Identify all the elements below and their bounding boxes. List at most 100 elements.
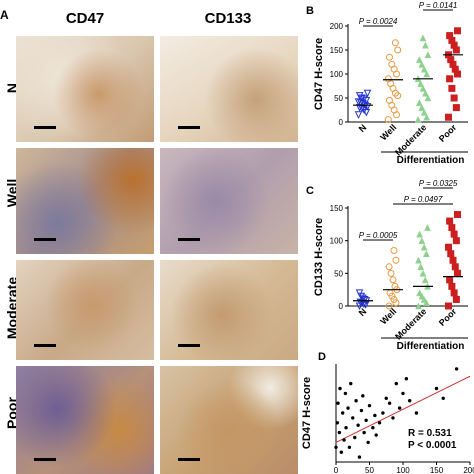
scale-bar	[178, 344, 200, 347]
data-point	[418, 60, 426, 68]
data-point	[451, 263, 459, 271]
data-point	[385, 96, 393, 104]
data-point	[445, 113, 452, 121]
data-point	[337, 430, 342, 435]
category-label: Well	[378, 306, 398, 326]
data-point	[420, 243, 428, 251]
y-tick-label: 0	[339, 118, 344, 127]
data-point	[448, 224, 456, 232]
data-point	[414, 116, 422, 123]
data-point	[452, 295, 460, 303]
data-point	[349, 381, 353, 386]
data-point	[422, 250, 430, 257]
data-point	[420, 108, 428, 116]
category-label: N	[357, 122, 369, 134]
data-point	[392, 256, 400, 264]
data-point	[419, 84, 427, 92]
x-tick-label: 150	[430, 466, 444, 474]
data-point	[391, 416, 395, 420]
data-point	[394, 381, 398, 386]
data-point	[424, 94, 432, 102]
data-point	[417, 80, 424, 87]
data-point	[418, 104, 426, 111]
data-point	[384, 396, 388, 400]
data-point	[450, 94, 458, 102]
data-point	[422, 299, 430, 306]
data-point	[343, 391, 348, 396]
data-point	[416, 289, 424, 297]
data-point	[355, 92, 364, 100]
data-point	[397, 406, 402, 410]
scale-bar	[178, 458, 200, 461]
p-value-label: P = 0.0497	[404, 195, 443, 204]
data-point	[364, 418, 368, 423]
data-point	[344, 426, 348, 430]
data-point	[434, 386, 439, 391]
scale-bar	[34, 344, 56, 347]
data-point	[394, 46, 402, 54]
data-point	[373, 413, 377, 418]
data-point	[342, 438, 346, 442]
data-point	[335, 421, 340, 425]
data-point	[387, 401, 392, 405]
data-point	[354, 111, 363, 119]
data-point	[454, 27, 461, 35]
data-point	[367, 403, 372, 408]
data-point	[357, 455, 362, 459]
x-tick-label: 100	[396, 466, 410, 474]
data-point	[351, 416, 355, 420]
data-point	[361, 394, 365, 398]
y-axis-label: CD133 H-score	[313, 218, 325, 296]
x-tick-label: 50	[365, 466, 374, 474]
data-point	[415, 256, 422, 264]
micrograph-cd47-well	[16, 148, 154, 254]
y-tick-label: 150	[330, 204, 344, 213]
data-point	[347, 445, 352, 449]
data-point	[355, 289, 364, 298]
data-point	[415, 56, 423, 63]
data-point	[374, 433, 378, 437]
scale-bar	[34, 458, 56, 461]
data-point	[360, 295, 369, 304]
data-point	[441, 396, 445, 400]
data-point	[449, 256, 457, 264]
data-point	[423, 113, 431, 121]
micrograph-cd133-well	[160, 148, 298, 254]
data-point	[341, 411, 345, 415]
y-tick-label: 200	[330, 22, 344, 31]
micrograph-cd133-normal	[160, 36, 298, 142]
p-value-label: P = 0.0141	[419, 1, 458, 10]
micrograph-cd133-poor	[160, 366, 298, 474]
data-point	[416, 230, 424, 238]
group-label: Differentiation	[397, 341, 465, 350]
trend-line	[335, 375, 471, 443]
column-header-cd47: CD47	[65, 10, 105, 27]
y-tick-label: 100	[330, 237, 344, 246]
p-value-label: P < 0.0001	[408, 440, 457, 451]
data-point	[414, 411, 419, 415]
data-point	[359, 408, 364, 413]
y-tick-label: 0	[339, 302, 344, 311]
data-point	[353, 435, 357, 440]
panel-letter: C	[306, 185, 314, 197]
data-point	[385, 53, 393, 61]
data-point	[334, 445, 338, 449]
p-value-label: P = 0.0325	[419, 180, 458, 188]
data-point	[418, 292, 426, 300]
data-point	[454, 367, 459, 371]
data-point	[384, 75, 392, 83]
data-point	[419, 269, 427, 277]
data-point	[336, 401, 340, 405]
data-point	[445, 243, 452, 251]
data-point	[354, 98, 363, 106]
category-label: N	[357, 306, 369, 318]
category-label: Poor	[437, 122, 459, 144]
data-point	[424, 51, 432, 59]
data-point	[385, 302, 393, 310]
category-label: Poor	[437, 306, 459, 328]
category-label: Moderate	[393, 306, 428, 341]
scale-bar	[34, 126, 56, 129]
r-value-label: R = 0.531	[408, 428, 452, 439]
data-point	[454, 211, 461, 219]
